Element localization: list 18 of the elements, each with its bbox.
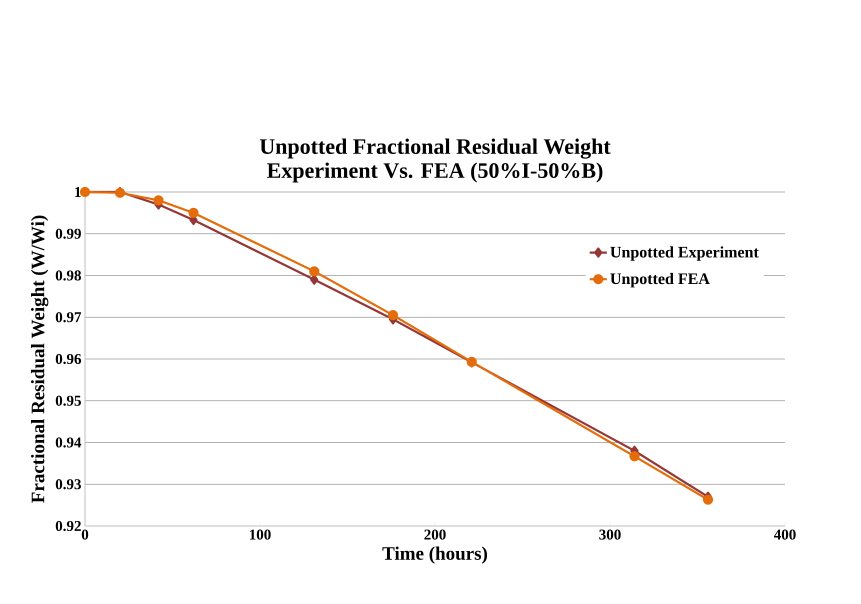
y-tick-label: 0.94 [56, 437, 82, 448]
x-tick-label: 400 [774, 530, 796, 540]
x-tick-label: 100 [250, 530, 271, 540]
x-axis-title: Time (hours) [382, 546, 488, 564]
y-tick-label: 0.93 [56, 479, 81, 490]
y-tick-label: 0.96 [56, 354, 82, 364]
legend-label: Unpotted FEA [610, 272, 710, 288]
x-tick-label: 200 [424, 530, 446, 540]
x-tick-label: 300 [599, 530, 621, 540]
y-tick-label: 0.97 [56, 312, 82, 322]
y-tick-label: 0.99 [56, 228, 81, 239]
chart-title: Unpotted Fractional Residual Weight Experiment Vs. FEA (50%I-50%B) [260, 138, 611, 182]
y-tick-label: 0.95 [56, 396, 81, 406]
y-axis-title: Fractional Residual Weight (W/Wi) [30, 216, 48, 503]
x-tick-label: 0 [82, 530, 88, 540]
legend-label: Unpotted Experiment [610, 246, 759, 261]
y-tick-label: 0.92 [56, 520, 81, 532]
y-tick-label: 0.98 [56, 270, 81, 281]
